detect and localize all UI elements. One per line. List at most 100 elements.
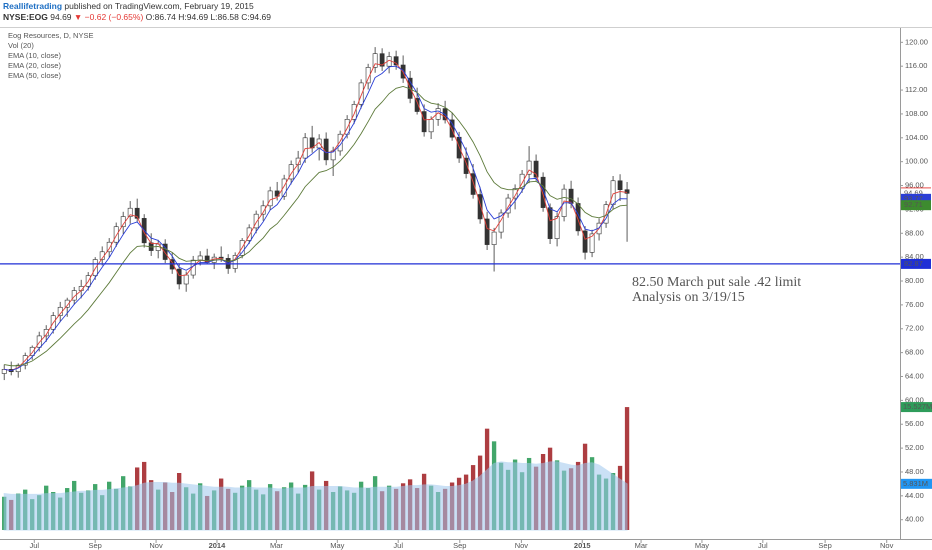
price-label-bg <box>901 188 931 199</box>
x-tick-label: Mar <box>270 541 283 550</box>
candle-body <box>232 255 238 269</box>
x-tick-label: Jul <box>758 541 768 550</box>
volume-label: 5.831M <box>903 479 928 488</box>
price-label-bg <box>901 200 931 211</box>
volume-label-bg <box>901 402 932 413</box>
x-tick-label: Sep <box>818 541 831 550</box>
symbol: NYSE:EOG <box>3 12 48 22</box>
candle-body <box>246 227 252 241</box>
y-tick-label: 56.00 <box>905 419 924 428</box>
candle-body <box>113 226 119 243</box>
y-tick-label: 100.00 <box>905 157 928 166</box>
candle-body <box>624 189 630 194</box>
low: L:86.58 <box>210 12 239 22</box>
x-tick-label: Sep <box>88 541 101 550</box>
candle-body <box>540 176 546 208</box>
candle-body <box>463 157 469 174</box>
candle-body <box>260 205 266 215</box>
candle-body <box>491 231 497 245</box>
open: O:86.74 <box>146 12 177 22</box>
candle-body <box>64 299 70 308</box>
volume-bar <box>624 407 630 530</box>
published: published on TradingView.com, February 1… <box>64 1 254 11</box>
x-tick-label: 2014 <box>209 541 227 550</box>
candle-body <box>575 203 581 232</box>
candle-body <box>176 268 182 285</box>
x-tick-label: Jul <box>393 541 403 550</box>
y-tick-label: 104.00 <box>905 133 928 142</box>
candle-body <box>127 207 133 217</box>
x-tick-label: Nov <box>149 541 163 550</box>
y-tick-label: 44.00 <box>905 491 924 500</box>
annotation: Analysis on 3/19/15 <box>632 290 745 305</box>
candle-body <box>134 207 140 219</box>
x-tick-label: 2015 <box>574 541 591 550</box>
y-tick-label: 112.00 <box>905 85 927 94</box>
price-label: 92.71 <box>904 200 923 209</box>
candle-body <box>554 216 560 239</box>
candle-body <box>582 230 588 253</box>
y-tick-label: 108.00 <box>905 109 928 118</box>
candle-body <box>470 173 476 195</box>
volume-label-bg <box>901 478 932 489</box>
x-tick-label: May <box>695 541 709 550</box>
y-tick-label: 60.00 <box>905 395 924 404</box>
x-tick-label: Mar <box>635 541 648 550</box>
candle-body <box>197 255 203 261</box>
candle-body <box>610 180 616 205</box>
x-tick-label: Nov <box>880 541 894 550</box>
candle-body <box>568 188 574 204</box>
y-tick-label: 40.00 <box>905 515 924 524</box>
annotation: 82.50 March put sale .42 limit <box>632 275 801 290</box>
legend-entry: Vol (20) <box>8 41 34 50</box>
ema-line <box>4 86 628 367</box>
candle-body <box>512 188 518 199</box>
y-tick-label: 120.00 <box>905 37 928 46</box>
candle-body <box>428 119 434 133</box>
header-line: Reallifetrading published on TradingView… <box>3 1 254 11</box>
high: H:94.69 <box>178 12 208 22</box>
candle-body <box>288 164 294 180</box>
change: ▼ −0.62 (−0.65%) <box>74 12 144 22</box>
candle-body <box>106 241 112 253</box>
candle-body <box>393 56 399 66</box>
candle-body <box>281 178 287 197</box>
candle-body <box>351 104 357 120</box>
candle-body <box>617 180 623 191</box>
candle-body <box>547 207 553 239</box>
candle-body <box>36 335 42 348</box>
candle-body <box>379 53 385 67</box>
y-tick-label: 72.00 <box>905 324 924 333</box>
candle-body <box>267 190 273 207</box>
y-tick-label: 48.00 <box>905 467 924 476</box>
candle-body <box>421 111 427 133</box>
candle-body <box>253 213 259 229</box>
last-price: 94.69 <box>50 12 72 22</box>
volume-label: 15.527M <box>903 402 932 411</box>
candle-body <box>519 173 525 189</box>
candle-body <box>372 53 378 68</box>
candle-body <box>477 194 483 220</box>
y-tick-label: 116.00 <box>905 61 927 70</box>
candle-body <box>162 243 168 260</box>
y-tick-label: 64.00 <box>905 371 924 380</box>
y-tick-label: 68.00 <box>905 348 924 357</box>
volume-ma-area <box>3 461 628 531</box>
x-tick-label: Jul <box>29 541 39 550</box>
legend-title: Eog Resources, D, NYSE <box>8 31 93 40</box>
y-tick-label: 80.00 <box>905 276 924 285</box>
y-tick-label: 76.00 <box>905 300 924 309</box>
legend-entry: EMA (10, close) <box>8 51 61 60</box>
x-tick-label: May <box>330 541 344 550</box>
price-label-bg <box>901 193 931 204</box>
candle-body <box>183 274 189 285</box>
price-label: 82.87 <box>904 259 923 268</box>
price-label: 94.69 <box>904 188 923 197</box>
candle-body <box>1 369 7 374</box>
candle-body <box>323 138 329 161</box>
legend-entry: EMA (50, close) <box>8 71 61 80</box>
x-tick-label: Sep <box>453 541 466 550</box>
